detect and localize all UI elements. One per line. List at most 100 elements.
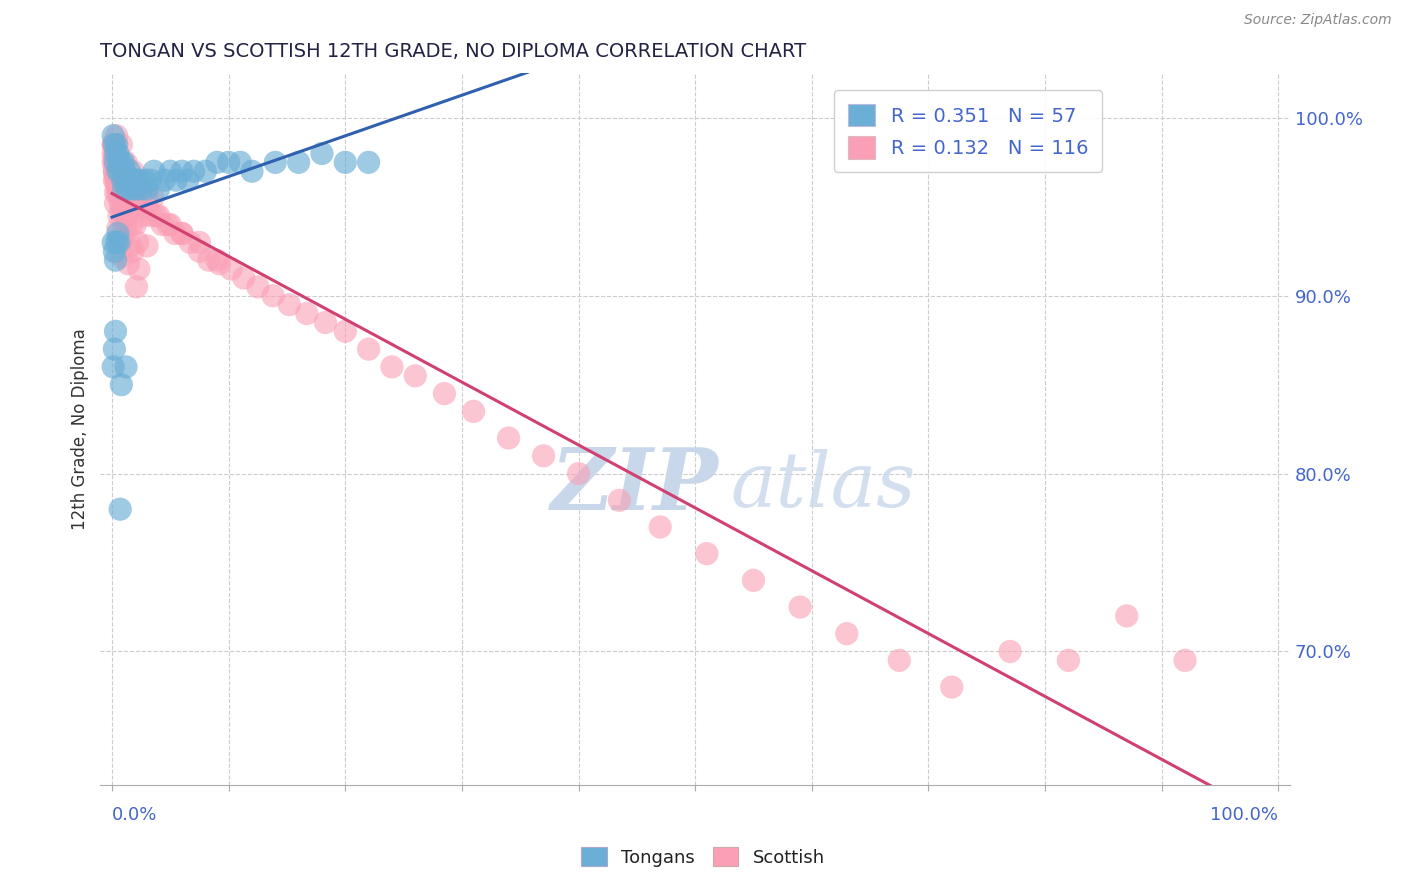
Point xyxy=(104,324,127,338)
Point xyxy=(104,155,127,169)
Point xyxy=(121,182,143,196)
Point xyxy=(111,182,134,196)
Point xyxy=(115,182,138,196)
Point xyxy=(104,146,127,161)
Legend: R = 0.351   N = 57, R = 0.132   N = 116: R = 0.351 N = 57, R = 0.132 N = 116 xyxy=(834,90,1102,172)
Point xyxy=(115,182,138,196)
Point xyxy=(107,146,129,161)
Point xyxy=(118,164,141,178)
Point xyxy=(115,191,138,205)
Point xyxy=(145,209,167,223)
Point xyxy=(246,280,269,294)
Point xyxy=(108,155,131,169)
Point xyxy=(104,196,127,211)
Point xyxy=(101,359,124,374)
Point xyxy=(148,182,170,196)
Point xyxy=(156,218,179,232)
Point xyxy=(104,253,127,268)
Point xyxy=(136,239,159,253)
Point xyxy=(101,146,124,161)
Point xyxy=(163,227,186,241)
Point xyxy=(122,191,145,205)
Point xyxy=(533,449,555,463)
Point xyxy=(139,173,162,187)
Point xyxy=(278,298,301,312)
Point xyxy=(112,191,135,205)
Point xyxy=(115,209,138,223)
Point xyxy=(129,200,152,214)
Point xyxy=(105,155,128,169)
Point xyxy=(148,209,170,223)
Point xyxy=(115,221,138,235)
Point xyxy=(170,164,193,178)
Point xyxy=(264,155,287,169)
Point xyxy=(124,218,146,232)
Point xyxy=(889,653,911,667)
Point xyxy=(112,155,135,169)
Point xyxy=(941,680,963,694)
Point xyxy=(136,200,159,214)
Text: 0.0%: 0.0% xyxy=(112,806,157,824)
Point xyxy=(115,155,138,169)
Point xyxy=(103,150,125,164)
Point xyxy=(103,137,125,152)
Point xyxy=(111,173,134,187)
Point xyxy=(262,289,284,303)
Point xyxy=(696,547,718,561)
Point xyxy=(105,235,128,250)
Point xyxy=(101,137,124,152)
Point xyxy=(103,155,125,169)
Point xyxy=(208,257,231,271)
Y-axis label: 12th Grade, No Diploma: 12th Grade, No Diploma xyxy=(72,328,89,530)
Point xyxy=(103,342,125,356)
Point xyxy=(159,218,181,232)
Point xyxy=(107,186,129,200)
Point xyxy=(107,221,129,235)
Point xyxy=(114,164,136,178)
Point xyxy=(110,250,132,264)
Point xyxy=(129,182,152,196)
Point xyxy=(127,235,149,250)
Point xyxy=(357,342,380,356)
Point xyxy=(835,626,858,640)
Point xyxy=(125,280,148,294)
Point xyxy=(381,359,404,374)
Point xyxy=(108,191,131,205)
Point xyxy=(103,137,125,152)
Point xyxy=(188,244,211,259)
Point xyxy=(118,191,141,205)
Point xyxy=(112,200,135,214)
Point xyxy=(335,324,357,338)
Point xyxy=(104,173,127,187)
Point xyxy=(115,359,138,374)
Point xyxy=(115,173,138,187)
Point xyxy=(110,377,132,392)
Point xyxy=(183,164,205,178)
Point xyxy=(122,244,145,259)
Point xyxy=(120,173,142,187)
Point xyxy=(121,182,143,196)
Point xyxy=(159,164,181,178)
Point xyxy=(142,191,165,205)
Point xyxy=(143,164,166,178)
Point xyxy=(311,146,333,161)
Point xyxy=(287,155,309,169)
Point xyxy=(1057,653,1080,667)
Point xyxy=(103,164,125,178)
Point xyxy=(295,307,318,321)
Text: ZIP: ZIP xyxy=(551,444,718,528)
Point xyxy=(132,209,155,223)
Point xyxy=(170,227,193,241)
Point xyxy=(108,173,131,187)
Point xyxy=(463,404,485,418)
Point xyxy=(170,227,193,241)
Point xyxy=(101,128,124,143)
Point xyxy=(101,137,124,152)
Point xyxy=(111,173,134,187)
Point xyxy=(105,178,128,193)
Point xyxy=(124,182,146,196)
Point xyxy=(115,200,138,214)
Point xyxy=(108,209,131,223)
Point xyxy=(134,173,156,187)
Point xyxy=(101,155,124,169)
